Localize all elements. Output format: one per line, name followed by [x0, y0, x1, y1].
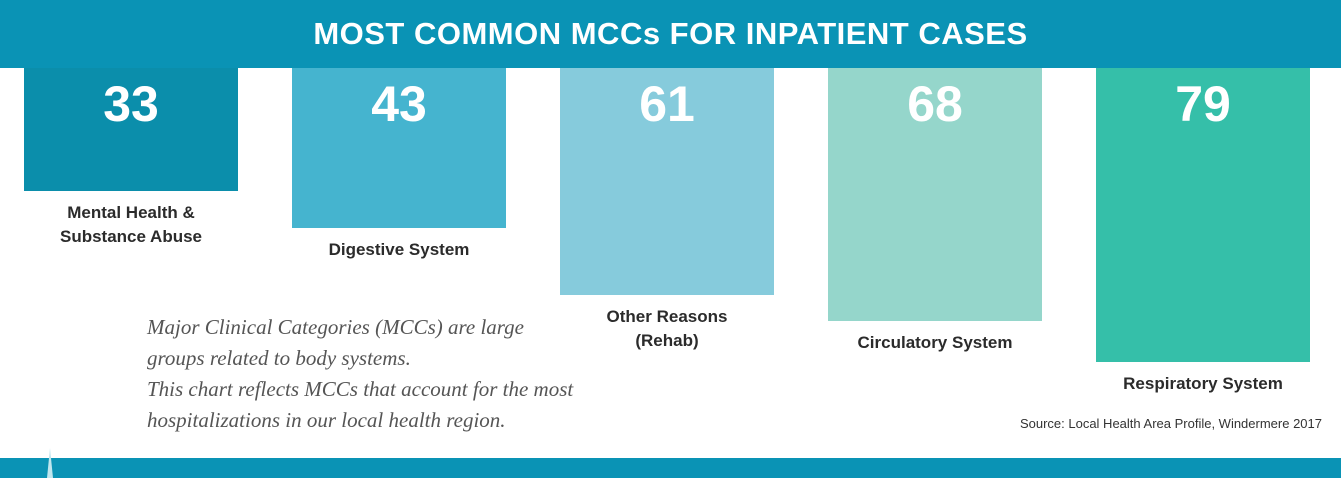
note: Major Clinical Categories (MCCs) are lar… [147, 312, 573, 436]
category-label: Other Reasons (Rehab) [606, 306, 728, 350]
category-label: Respiratory System [1123, 373, 1283, 393]
category-label: Mental Health & Substance Abuse [59, 202, 203, 246]
bar [560, 68, 774, 295]
source: Source: Local Health Area Profile, Winde… [1019, 416, 1322, 431]
value-label: 33 [103, 76, 159, 132]
header-band [0, 0, 1341, 68]
decoration [47, 448, 53, 478]
footer-band [0, 458, 1341, 478]
value-label: 68 [907, 76, 963, 132]
note-line: Major Clinical Categories (MCCs) are lar… [147, 315, 525, 339]
note-line: This chart reflects MCCs that account fo… [147, 377, 574, 401]
value-label: 43 [371, 76, 427, 132]
bar [292, 68, 506, 228]
chart-title: MOST COMMON MCCs FOR INPATIENT CASES [313, 16, 1028, 51]
category-label: Digestive System [328, 239, 470, 259]
bar [24, 68, 238, 191]
bar [828, 68, 1042, 321]
note-line: hospitalizations in our local health reg… [147, 408, 506, 432]
category-label: Circulatory System [857, 332, 1013, 352]
spike [47, 448, 53, 478]
value-label: 79 [1175, 76, 1231, 132]
value-label: 61 [639, 76, 695, 132]
bar [1096, 68, 1310, 362]
note-line: groups related to body systems. [147, 346, 411, 370]
